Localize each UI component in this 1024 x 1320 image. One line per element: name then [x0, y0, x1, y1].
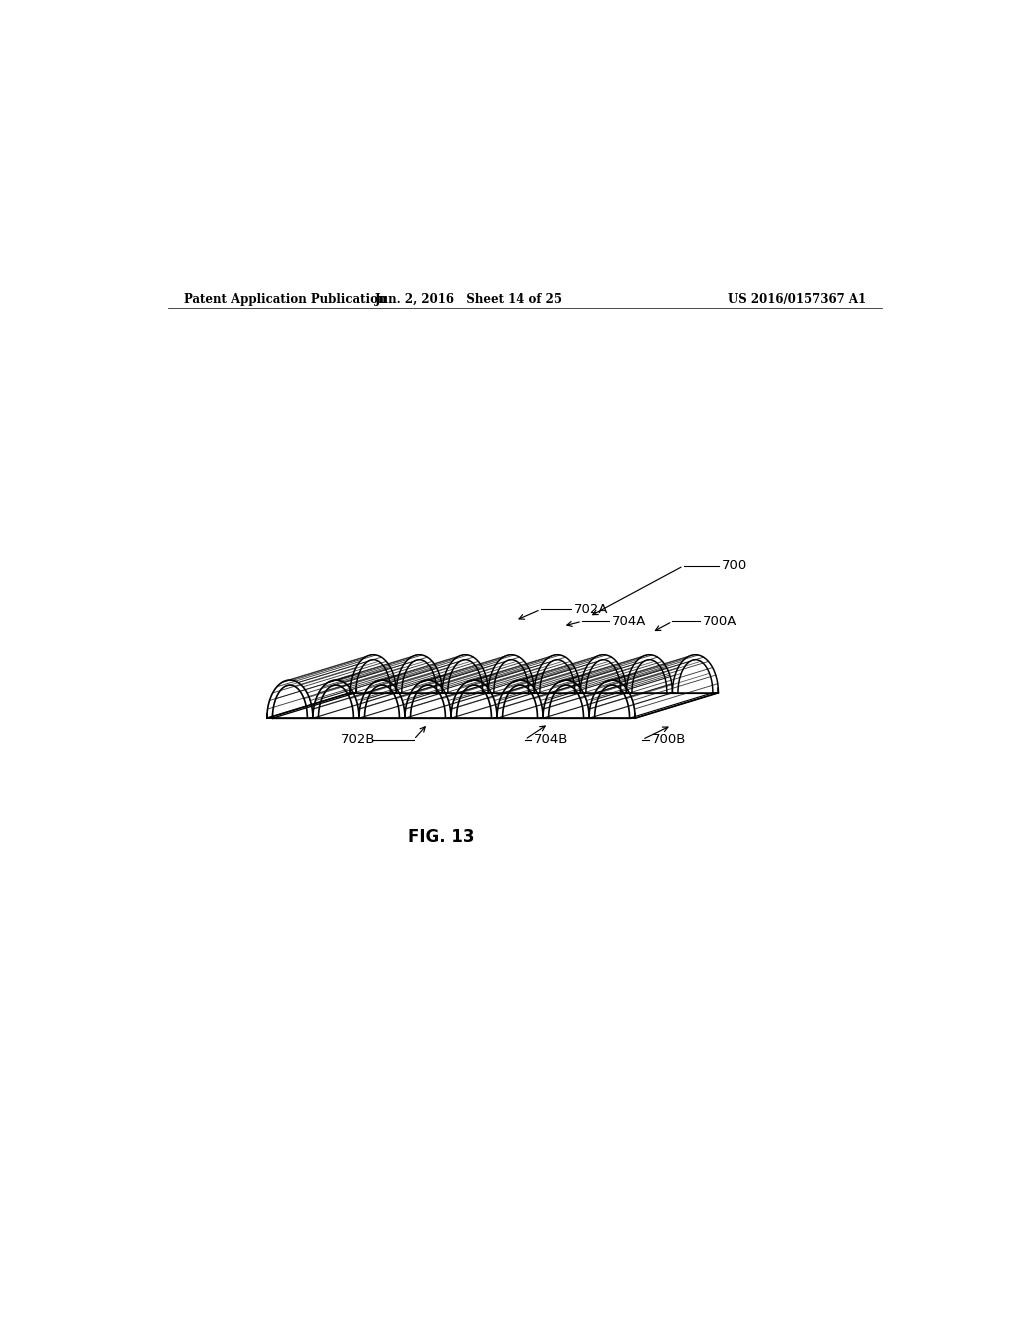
Text: 702A: 702A — [574, 603, 608, 616]
Text: 704B: 704B — [535, 733, 568, 746]
Text: 700B: 700B — [652, 733, 686, 746]
Text: 700: 700 — [722, 560, 746, 573]
Text: 702B: 702B — [341, 733, 375, 746]
Text: US 2016/0157367 A1: US 2016/0157367 A1 — [728, 293, 866, 306]
Text: 700A: 700A — [703, 615, 737, 628]
Text: Patent Application Publication: Patent Application Publication — [183, 293, 386, 306]
Text: FIG. 13: FIG. 13 — [409, 828, 475, 846]
Text: 704A: 704A — [612, 615, 646, 628]
Text: Jun. 2, 2016   Sheet 14 of 25: Jun. 2, 2016 Sheet 14 of 25 — [375, 293, 563, 306]
